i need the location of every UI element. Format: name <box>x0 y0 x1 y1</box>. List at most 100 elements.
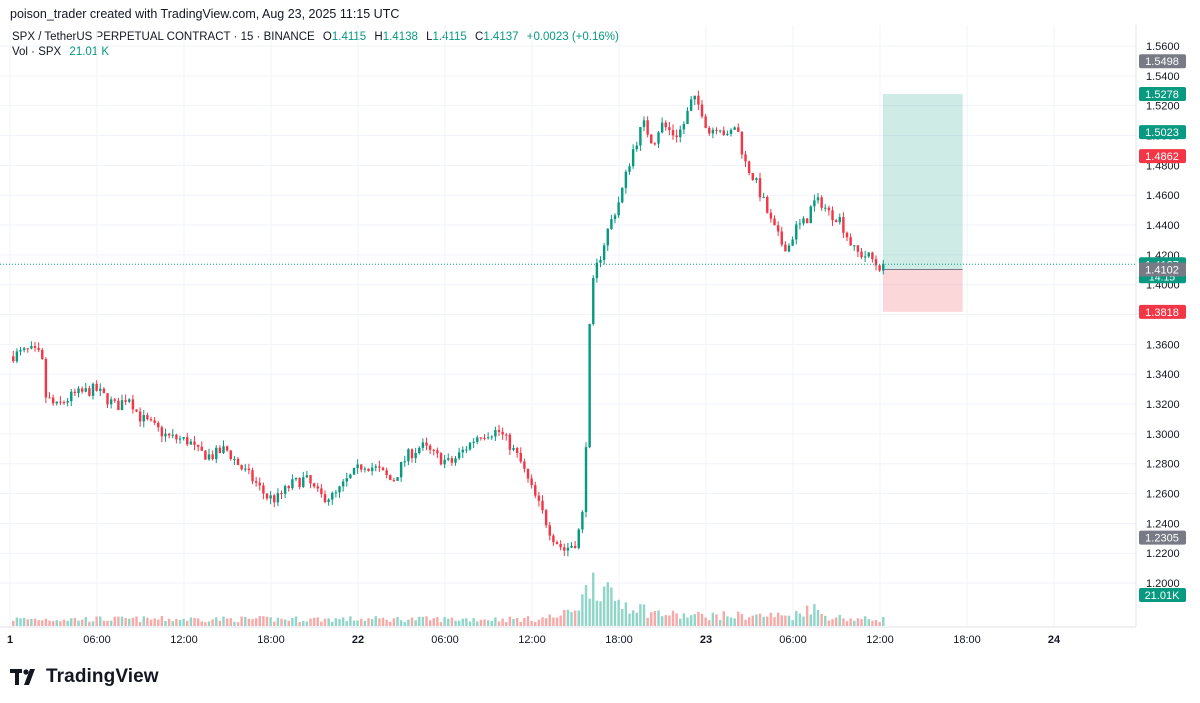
candle-body <box>62 402 66 404</box>
candle-body <box>240 465 243 470</box>
volume-bar <box>722 611 725 626</box>
candle-body <box>66 401 69 403</box>
candle-body <box>526 468 530 479</box>
volume-bar <box>436 617 439 626</box>
candle-body <box>798 223 802 225</box>
candle-body <box>106 393 109 405</box>
candle-body <box>693 95 696 100</box>
candle-body <box>146 415 149 420</box>
volume-bar <box>599 601 602 626</box>
candle-body <box>824 207 827 209</box>
candle-body <box>215 447 218 460</box>
volume-bar <box>425 616 428 626</box>
volume-bar <box>653 611 657 626</box>
volume-bar <box>606 582 609 626</box>
volume-bar <box>399 620 403 626</box>
symbol-title[interactable]: SPX / TetherUS PERPETUAL CONTRACT · 15 ·… <box>12 31 315 43</box>
volume-bar <box>566 609 570 626</box>
candle-body <box>363 468 367 470</box>
volume-bar <box>283 619 287 626</box>
candle-body <box>573 545 577 548</box>
candle-body <box>334 492 338 494</box>
candle-body <box>117 400 120 411</box>
volume-bar <box>265 616 269 626</box>
candle-body <box>367 468 370 472</box>
volume-bar <box>421 616 425 626</box>
candle-body <box>675 135 678 138</box>
volume-bar <box>813 604 816 626</box>
candle-body <box>211 454 214 460</box>
candle-body <box>225 446 229 451</box>
price-tag-label: 1.3818 <box>1145 307 1179 319</box>
candle-body <box>320 488 323 495</box>
candles <box>12 90 885 557</box>
volume-bar <box>48 620 51 626</box>
candle-body <box>407 449 410 462</box>
candle-body <box>472 441 475 443</box>
candle-body <box>436 450 439 454</box>
volume-bar <box>410 617 414 626</box>
tradingview-logo-icon <box>10 669 35 685</box>
candle-body <box>570 545 573 548</box>
volume-bar <box>863 616 867 626</box>
volume-bar <box>762 616 765 626</box>
volume-label[interactable]: Vol · SPX <box>12 46 62 58</box>
candle-body <box>505 434 508 436</box>
volume-bar <box>51 621 55 626</box>
volume-bar <box>853 620 856 626</box>
price-tag <box>1139 54 1186 69</box>
candle-body <box>515 448 519 453</box>
candle-body <box>258 482 261 486</box>
volume-bar <box>334 618 338 626</box>
volume-bar <box>12 620 15 626</box>
x-tick-label: 06:00 <box>83 634 111 646</box>
volume-bar <box>780 615 783 626</box>
candle-body <box>305 475 309 478</box>
volume-bar <box>407 619 410 626</box>
candle-body <box>189 441 193 445</box>
volume-bar <box>113 616 116 626</box>
volume-bar <box>316 617 319 626</box>
volume-bar <box>396 617 399 626</box>
volume-bar <box>84 617 87 626</box>
candle-body <box>22 348 26 351</box>
long-position-tool[interactable] <box>882 94 963 312</box>
candle-body <box>421 442 425 448</box>
volume-bar <box>871 620 874 626</box>
volume-bar <box>41 620 44 626</box>
volume-bar <box>559 615 562 626</box>
tradingview-logo: TradingView <box>10 666 159 688</box>
volume-bar <box>697 611 700 626</box>
volume-bar <box>733 618 736 626</box>
candle-body <box>853 245 856 247</box>
volume-bar <box>196 618 200 626</box>
y-tick-label: 1.4400 <box>1146 220 1180 232</box>
candle-body <box>776 225 780 232</box>
candle-body <box>762 196 765 198</box>
volume-bar <box>766 616 769 626</box>
candle-body <box>356 464 359 468</box>
candle-body <box>758 178 762 198</box>
volume-bar <box>534 621 537 626</box>
volume-bar <box>621 609 624 626</box>
volume-bar <box>515 617 519 626</box>
volume-bar <box>138 621 142 626</box>
volume-bar <box>240 616 243 626</box>
volume-bar <box>109 620 113 626</box>
volume-bar <box>338 619 341 626</box>
candle-body <box>204 450 207 460</box>
candle-body <box>167 433 171 436</box>
x-tick-label: 12:00 <box>518 634 546 646</box>
volume-bar <box>519 622 522 626</box>
volume-bar <box>276 617 280 626</box>
volume-bar <box>291 617 294 626</box>
candle-body <box>77 388 80 394</box>
candle-body <box>816 197 820 201</box>
volume-bar <box>824 615 827 626</box>
candle-body <box>157 422 160 428</box>
candle-body <box>718 130 722 132</box>
candle-body <box>610 219 613 229</box>
candle-body <box>447 458 450 460</box>
candle-body <box>813 200 816 207</box>
